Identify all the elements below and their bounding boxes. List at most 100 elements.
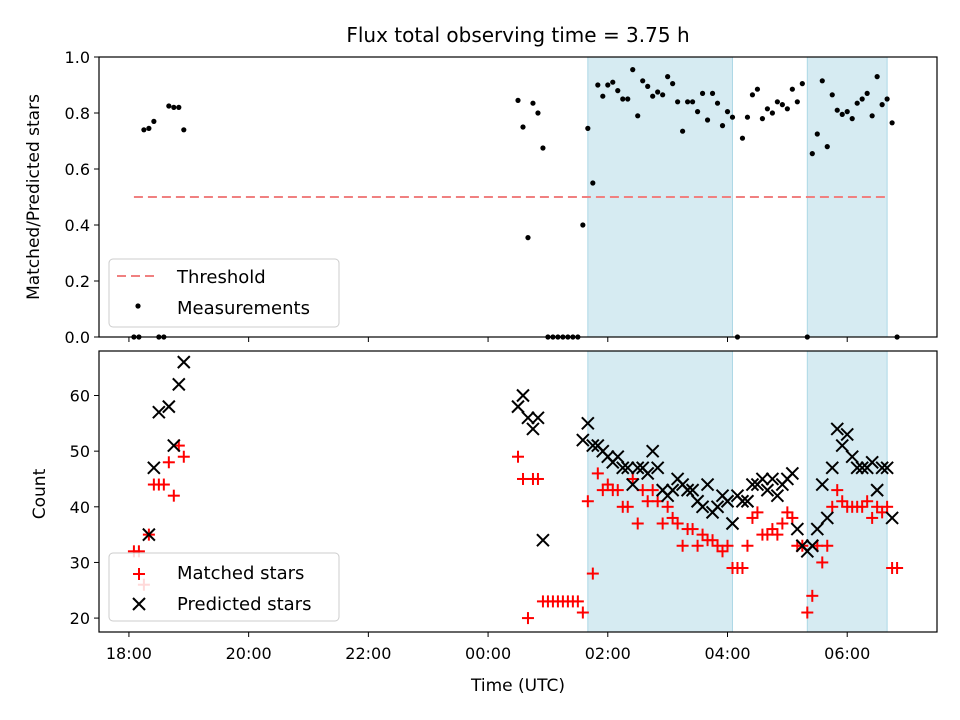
predicted-star-marker xyxy=(147,461,161,475)
x-axis-label: Time (UTC) xyxy=(470,676,565,696)
predicted-star-marker xyxy=(805,539,820,553)
predicted-star-marker xyxy=(710,500,725,514)
predicted-star-marker xyxy=(611,450,625,464)
top-y-tick-label: 1.0 xyxy=(65,48,90,67)
measurement-point xyxy=(540,145,546,151)
measurement-point xyxy=(759,116,766,122)
predicted-star-marker xyxy=(521,411,535,425)
predicted-star-marker xyxy=(631,461,645,475)
measurement-point xyxy=(670,81,676,87)
measurement-point xyxy=(784,106,790,112)
matched-star-marker xyxy=(881,500,894,513)
measurement-point xyxy=(515,97,521,103)
measurement-point xyxy=(630,67,636,73)
predicted-star-marker xyxy=(536,533,550,547)
predicted-star-marker xyxy=(745,477,760,492)
measurement-point xyxy=(709,90,716,96)
predicted-star-marker xyxy=(865,455,879,469)
bottom-y-tick-label: 40 xyxy=(70,498,90,517)
threshold-legend-label: Threshold xyxy=(176,267,266,288)
measurement-point xyxy=(525,235,531,241)
x-tick-label: 22:00 xyxy=(345,644,391,663)
matched-star-marker xyxy=(591,467,604,480)
matched-star-marker xyxy=(611,484,624,497)
measurement-point xyxy=(650,93,656,99)
measurement-point xyxy=(141,127,147,133)
predicted-star-marker xyxy=(531,411,545,425)
matched-star-marker xyxy=(656,517,669,530)
predicted-star-marker xyxy=(825,461,839,475)
bottom-panel: 20 30 40 50 60 18:00 20:00 22:00 00:00 02:00 04:0… xyxy=(30,350,938,696)
measurement-point xyxy=(146,125,152,131)
matched-star-marker xyxy=(801,606,814,619)
matched-star-marker xyxy=(816,556,829,569)
bottom-y-ticks: 20 30 40 50 60 xyxy=(70,387,99,628)
measurement-point xyxy=(625,96,631,102)
measurement-point xyxy=(859,96,865,102)
predicted-star-marker xyxy=(695,500,710,514)
measurement-points xyxy=(131,67,900,340)
predicted-star-marker xyxy=(850,461,864,475)
shaded-interval-2 xyxy=(806,56,888,338)
measurement-point xyxy=(665,74,671,80)
measurement-point xyxy=(704,117,711,123)
matched-star-marker xyxy=(771,528,784,541)
measurement-point xyxy=(884,96,890,102)
predicted-star-marker xyxy=(870,483,884,497)
top-panel: 0.0 0.2 0.4 0.6 0.8 1.0 Matched/Predicted sta… xyxy=(24,48,938,347)
matched-star-marker xyxy=(891,562,904,575)
measurement-point xyxy=(714,100,721,106)
predicted-star-marker xyxy=(785,466,800,481)
predicted-star-marker xyxy=(516,388,530,403)
measurement-point xyxy=(181,127,187,133)
measurement-point xyxy=(520,124,526,130)
predicted-star-marker xyxy=(142,527,156,542)
top-y-tick-label: 0.8 xyxy=(65,104,90,123)
top-y-tick-label: 0.0 xyxy=(65,328,90,347)
measurement-point xyxy=(849,116,855,122)
x-tick-label: 00:00 xyxy=(465,644,511,663)
measurement-point xyxy=(655,89,661,95)
predicted-star-marker xyxy=(770,488,785,503)
measurement-point xyxy=(171,104,177,110)
measurement-point xyxy=(754,86,761,92)
predicted-star-marker xyxy=(152,405,166,419)
predicted-star-marker xyxy=(576,433,590,447)
top-y-axis-label: Matched/Predicted stars xyxy=(24,94,44,300)
chart-title: Flux total observing time = 3.75 h xyxy=(346,23,689,47)
measurement-point xyxy=(151,118,157,124)
matched-star-marker xyxy=(162,456,175,469)
predicted-star-marker xyxy=(685,483,700,497)
measurement-point xyxy=(620,96,626,102)
predicted-star-marker xyxy=(511,399,525,414)
measurement-point xyxy=(585,125,591,131)
measurement-point xyxy=(844,109,850,115)
predicted-star-marker xyxy=(880,461,894,475)
matched-star-marker xyxy=(621,500,634,513)
matched-star-marker xyxy=(786,511,799,524)
predicted-star-marker xyxy=(740,494,755,508)
predicted-star-marker xyxy=(650,461,665,475)
measurement-point xyxy=(779,102,785,108)
measurement-point xyxy=(635,113,641,119)
measurement-point xyxy=(864,90,870,96)
shaded-interval-2 xyxy=(806,350,888,633)
x-tick-label: 02:00 xyxy=(585,644,631,663)
bottom-y-tick-label: 30 xyxy=(70,553,90,572)
measurement-point xyxy=(694,109,701,115)
matched-star-marker xyxy=(626,472,639,485)
measurement-point xyxy=(535,110,541,116)
measurement-point xyxy=(889,120,895,126)
measurement-point xyxy=(615,88,621,94)
matched-star-marker xyxy=(686,523,699,536)
measurement-point xyxy=(824,144,830,150)
matched-star-marker xyxy=(861,495,874,508)
predicted-star-marker xyxy=(760,483,775,497)
predicted-star-marker xyxy=(845,450,859,464)
matched-star-marker xyxy=(671,517,684,530)
measurement-point xyxy=(645,83,651,89)
predicted-star-marker xyxy=(586,438,600,453)
measurement-point xyxy=(744,114,751,120)
matched-star-marker xyxy=(646,484,659,497)
